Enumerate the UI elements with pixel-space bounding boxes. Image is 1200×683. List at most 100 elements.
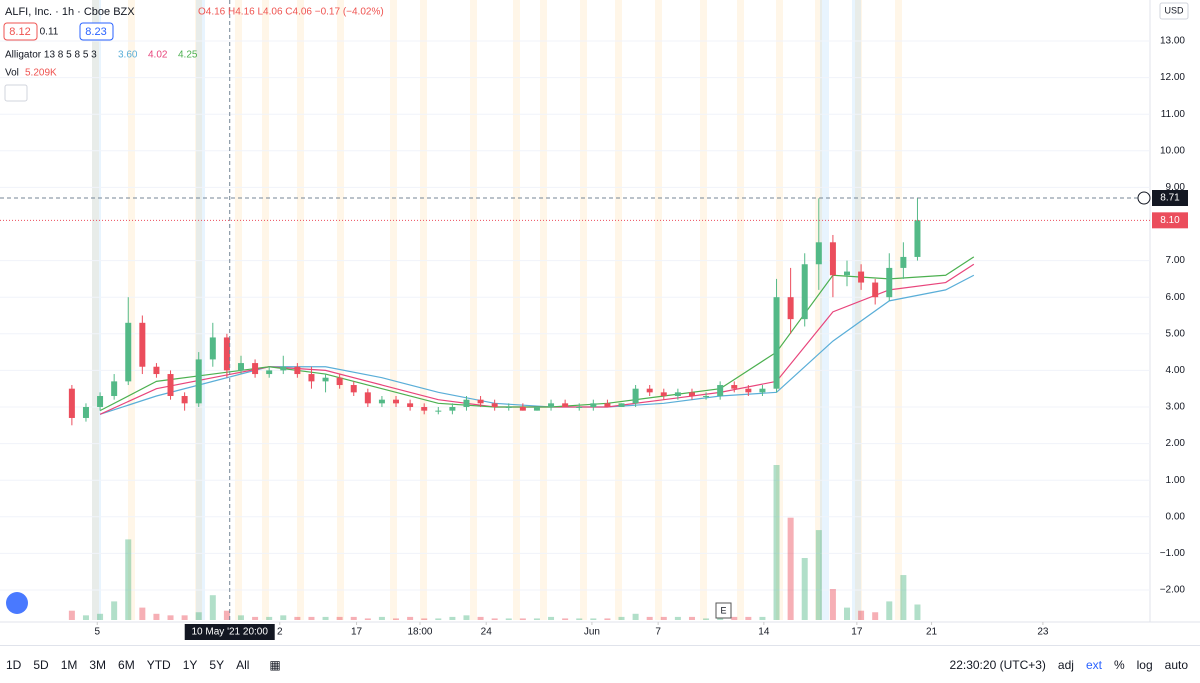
volume-bar [393, 618, 400, 620]
x-tick-label: 7 [655, 627, 661, 638]
volume-bar [252, 616, 259, 620]
candle-body [308, 374, 315, 382]
session-stripe [235, 0, 242, 620]
candle-body [294, 366, 301, 375]
volume-bar [533, 618, 540, 620]
candle-body [97, 396, 104, 407]
toolbar-button[interactable]: adj [1057, 657, 1074, 672]
toolbar-button[interactable]: auto [1164, 657, 1188, 672]
indicator-value: 4.02 [148, 50, 168, 61]
candle-body [209, 337, 216, 360]
candle-body [745, 388, 752, 393]
crosshair-plus [1137, 191, 1151, 205]
bid-box[interactable] [3, 22, 38, 41]
volume-bar [660, 616, 667, 620]
y-tick-label: 7.00 [1166, 255, 1186, 266]
bottom-toolbar: 1D 5D 1M 3M 6M YTD 1Y 5Y All ▦ 22:30:20 (UTC+3) … [0, 645, 1200, 683]
crosshair-x-box [184, 624, 275, 640]
volume-bar [505, 618, 512, 620]
session-stripe [615, 0, 622, 620]
volume-bar [745, 616, 752, 620]
y-tick-label: 12.00 [1160, 72, 1185, 83]
ask-box[interactable] [79, 22, 114, 41]
session-stripe [513, 0, 520, 620]
y-tick-label: 6.00 [1166, 292, 1186, 303]
indicator-value: 3.60 [118, 50, 138, 61]
candle-body [801, 264, 808, 320]
candle-body [604, 403, 611, 407]
y-tick-label: 4.00 [1166, 365, 1186, 376]
candle-body [646, 388, 653, 393]
toolbar-button[interactable]: 1Y [182, 657, 198, 672]
ohlc: O4.16 H4.16 L4.06 C4.06 −0.17 (−4.02%) [198, 7, 384, 18]
bid[interactable]: 8.12 [9, 26, 30, 38]
session-stripe [655, 0, 662, 620]
candle-body [787, 297, 794, 320]
toolbar-button[interactable]: % [1113, 657, 1125, 672]
toolbar-button[interactable]: ext [1085, 657, 1102, 672]
session-stripe [700, 0, 707, 620]
volume-bar [378, 616, 385, 620]
toolbar-button[interactable]: All [236, 657, 250, 672]
volume-bar [350, 616, 357, 620]
volume-bar [886, 601, 893, 620]
volume-bar [280, 615, 287, 620]
candle-body [125, 322, 132, 382]
candle-body [280, 366, 287, 371]
volume-bar [167, 615, 174, 620]
candle-body [632, 388, 639, 404]
volume-bar [548, 616, 555, 620]
toolbar-button[interactable]: log [1136, 657, 1153, 672]
event-box[interactable] [715, 602, 732, 619]
event-marker[interactable]: E [720, 605, 726, 615]
candle-body [237, 363, 244, 371]
volume-bar [562, 618, 569, 620]
candle-body [378, 399, 385, 404]
volume-bar [688, 616, 695, 620]
candle-body [759, 388, 766, 393]
last-price-label: 8.10 [1160, 215, 1180, 226]
candle-body [477, 399, 484, 404]
toolbar-button[interactable]: 5Y [209, 657, 225, 672]
candle-body [393, 399, 400, 404]
candle-body [886, 267, 893, 298]
toolbar-button[interactable]: 6M [118, 657, 135, 672]
candle-body [266, 370, 273, 375]
alligator-line [99, 274, 975, 415]
volume-bar [731, 616, 738, 620]
y-tick-label: 11.00 [1161, 109, 1186, 120]
volume-bar [590, 618, 597, 620]
session-stripe [852, 0, 861, 620]
y-tick-label: 5.00 [1166, 328, 1186, 339]
chart: 13.00 12.00 11.00 10.00 9.00 7.00 6.00 5.00 4.00… [0, 0, 1200, 640]
volume-bar [759, 616, 766, 620]
candle-body [336, 377, 343, 386]
volume-bar [181, 615, 188, 620]
session-stripe [390, 0, 397, 620]
candle-body [223, 337, 230, 371]
volume-bar [815, 530, 822, 620]
candle-body [463, 399, 470, 407]
candle-body [618, 403, 625, 407]
volume-bar [421, 618, 428, 620]
toolbar-button[interactable]: YTD [146, 657, 171, 672]
candle-body [590, 403, 597, 407]
candle-body [533, 406, 540, 411]
toolbar-button[interactable]: 1M [60, 657, 78, 672]
volume-bar [223, 610, 230, 620]
range-group: 1D 5D 1M 3M 6M YTD 1Y 5Y All [0, 658, 255, 672]
ask[interactable]: 8.23 [85, 26, 106, 38]
candle-body [815, 242, 822, 265]
session-stripe [420, 0, 427, 620]
logo[interactable] [6, 592, 28, 614]
x-tick-label: 24 [481, 627, 493, 638]
toolbar-button[interactable]: 5D [33, 657, 49, 672]
crosshair-y-label: 8.71 [1160, 193, 1180, 204]
calendar-icon[interactable]: ▦ [269, 657, 281, 672]
currency-box [1159, 2, 1189, 20]
candle-body [195, 359, 202, 404]
volume-bar [294, 616, 301, 620]
collapse-button[interactable] [4, 84, 28, 102]
toolbar-button[interactable]: 1D [6, 657, 22, 672]
toolbar-button[interactable]: 3M [89, 657, 107, 672]
